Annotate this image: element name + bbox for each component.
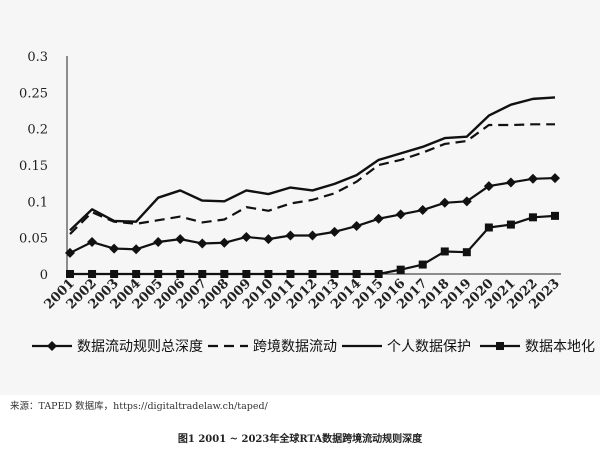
series-point <box>66 270 74 278</box>
y-axis: 0 0.05 0.1 0.15 0.2 0.25 0.3 <box>19 50 68 283</box>
series-point <box>109 243 120 254</box>
series-point <box>506 220 515 229</box>
series-point <box>551 211 559 220</box>
series-point <box>285 230 296 241</box>
legend-marker <box>47 341 57 351</box>
series-point <box>505 177 516 188</box>
series-point <box>329 226 340 237</box>
series-point <box>462 248 471 257</box>
series-point <box>153 237 164 248</box>
y-tick-label: 0.1 <box>27 195 48 210</box>
series-point <box>131 244 142 255</box>
series-point <box>241 231 252 242</box>
y-tick-label: 0.25 <box>19 86 48 101</box>
series-point <box>352 270 361 278</box>
series-point <box>461 196 472 207</box>
legend-item: 数据流动规则总深度 <box>32 339 203 355</box>
series-point <box>286 270 295 278</box>
legend-label: 个人数据保护 <box>387 339 471 355</box>
series-point <box>110 270 119 278</box>
series-point <box>351 221 362 232</box>
source-note: 来源：TAPED 数据库，https://digitaltradelaw.ch/… <box>10 401 268 412</box>
series-point <box>439 197 450 208</box>
legend: 数据流动规则总深度 跨境数据流动 个人数据保护 数据本地化 <box>32 339 595 355</box>
y-tick-label: 0.2 <box>27 123 48 138</box>
series-point <box>87 237 98 248</box>
series-point <box>330 270 339 278</box>
series-point <box>220 270 229 278</box>
series-point <box>175 234 186 245</box>
series-point <box>242 270 251 278</box>
series-point <box>483 181 494 192</box>
series-point <box>132 270 141 278</box>
series-point <box>264 270 273 278</box>
series-line-1 <box>69 123 555 235</box>
series-point <box>417 205 428 216</box>
figure-caption: 图1 2001 ~ 2023年全球RTA数据跨境流动规则深度 <box>177 434 423 445</box>
series-point <box>308 270 317 278</box>
series-point <box>396 265 405 274</box>
x-axis: 2001200220032004200520062007200820092010… <box>42 273 563 312</box>
series-point <box>373 213 384 224</box>
y-tick-label: 0 <box>40 268 48 283</box>
chart-area: 0 0.05 0.1 0.15 0.2 0.25 0.3 2001 2002 2003 2004 2… <box>19 50 595 355</box>
series-point <box>395 209 406 220</box>
series-point <box>418 260 427 269</box>
series-point <box>65 247 75 258</box>
legend-item: 跨境数据流动 <box>208 339 337 355</box>
series-line-2 <box>69 96 556 232</box>
series-lines <box>65 96 560 278</box>
series-point <box>374 270 383 278</box>
series-point <box>88 270 97 278</box>
y-tick-label: 0.05 <box>19 232 48 247</box>
series-point <box>263 234 274 245</box>
legend-item: 个人数据保护 <box>342 339 471 355</box>
legend-label: 数据流动规则总深度 <box>77 339 203 355</box>
legend-label: 数据本地化 <box>525 339 595 355</box>
series-point <box>550 173 560 184</box>
series-point <box>219 237 230 248</box>
y-tick-label: 0.3 <box>27 50 48 65</box>
legend-item: 数据本地化 <box>480 339 595 355</box>
legend-marker <box>496 342 504 350</box>
series-point <box>527 173 538 184</box>
series-point <box>197 238 208 249</box>
series-point <box>198 270 207 278</box>
series-point <box>484 223 493 232</box>
legend-label: 跨境数据流动 <box>253 339 337 355</box>
series-point <box>154 270 163 278</box>
series-point <box>176 270 185 278</box>
series-point <box>307 230 318 241</box>
y-tick-label: 0.15 <box>19 159 48 174</box>
series-point <box>528 213 537 222</box>
series-line-3 <box>70 214 556 276</box>
line-chart: 0 0.05 0.1 0.15 0.2 0.25 0.3 20012002200320042… <box>19 50 595 355</box>
series-point <box>440 247 449 256</box>
